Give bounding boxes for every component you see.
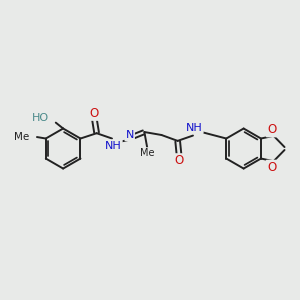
Text: NH: NH: [186, 123, 202, 133]
Text: HO: HO: [32, 112, 49, 123]
Text: NH: NH: [105, 141, 122, 151]
Text: N: N: [125, 130, 134, 140]
Text: O: O: [90, 107, 99, 120]
Text: O: O: [267, 123, 276, 136]
Text: Me: Me: [140, 148, 154, 158]
Text: O: O: [175, 154, 184, 167]
Text: O: O: [267, 161, 276, 174]
Text: Me: Me: [14, 132, 29, 142]
